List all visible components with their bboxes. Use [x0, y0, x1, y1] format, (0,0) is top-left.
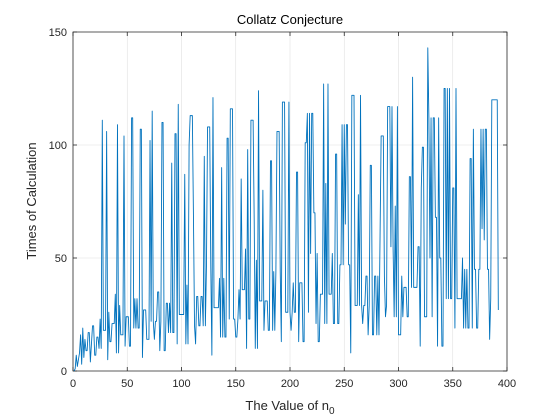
- x-tick-label: 0: [70, 378, 76, 390]
- x-tick-label: 200: [281, 378, 299, 390]
- x-tick-label: 100: [172, 378, 190, 390]
- grid-lines: [73, 32, 507, 371]
- x-tick-label: 150: [227, 378, 245, 390]
- y-tick-label: 100: [49, 140, 67, 152]
- y-tick-label: 150: [49, 27, 67, 39]
- x-tick-label: 350: [444, 378, 462, 390]
- x-tick-label: 400: [498, 378, 516, 390]
- x-axis-label: The Value of n0: [245, 398, 335, 417]
- x-tick-label: 300: [389, 378, 407, 390]
- x-axis-label-subscript: 0: [329, 406, 335, 417]
- x-tick-label: 50: [121, 378, 133, 390]
- x-tick-label: 250: [335, 378, 353, 390]
- x-axis-label-main: The Value of n: [245, 398, 329, 413]
- chart-title: Collatz Conjecture: [237, 12, 343, 27]
- y-tick-label: 0: [61, 366, 67, 378]
- y-tick-label: 50: [55, 253, 67, 265]
- y-axis-label: Times of Calculation: [24, 142, 39, 259]
- series-line: [73, 47, 499, 372]
- tick-marks: [72, 31, 508, 372]
- tick-labels: 0 50 100 150 200 250 300 350 400 0 50 100 150: [49, 27, 517, 390]
